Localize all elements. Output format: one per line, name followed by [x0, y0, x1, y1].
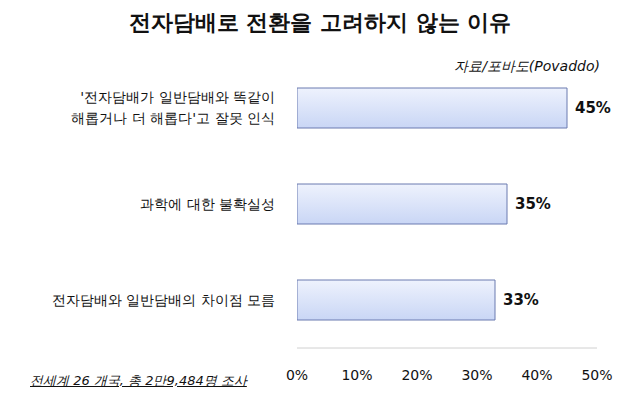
svg-text:과학에 대한 불확실성: 과학에 대한 불확실성: [140, 196, 275, 212]
svg-text:35%: 35%: [515, 195, 551, 213]
svg-text:45%: 45%: [575, 99, 611, 117]
html-text:전세계 26 개국, 총 2만9,484명 조사: 전세계 26 개국, 총 2만9,484명 조사: [30, 373, 247, 388]
svg-text:0%: 0%: [286, 367, 308, 383]
html-text:자료/포바도(Povaddo): 자료/포바도(Povaddo): [454, 58, 600, 74]
svg-text:50%: 50%: [581, 367, 612, 383]
svg-text:33%: 33%: [503, 291, 539, 309]
svg-text:전자담배와 일반담배의 차이점 모름: 전자담배와 일반담배의 차이점 모름: [52, 292, 275, 308]
svg-text:'전자담배가 일반담배와 똑같이해롭거나 더 해롭다'고 잘: '전자담배가 일반담배와 똑같이해롭거나 더 해롭다'고 잘못 인식: [71, 89, 275, 126]
svg-text:30%: 30%: [461, 367, 492, 383]
svg-text:10%: 10%: [341, 367, 372, 383]
html-text:전자담배로 전환을 고려하지 않는 이유: 전자담배로 전환을 고려하지 않는 이유: [128, 10, 512, 35]
svg-text:20%: 20%: [401, 367, 432, 383]
svg-text:40%: 40%: [521, 367, 552, 383]
